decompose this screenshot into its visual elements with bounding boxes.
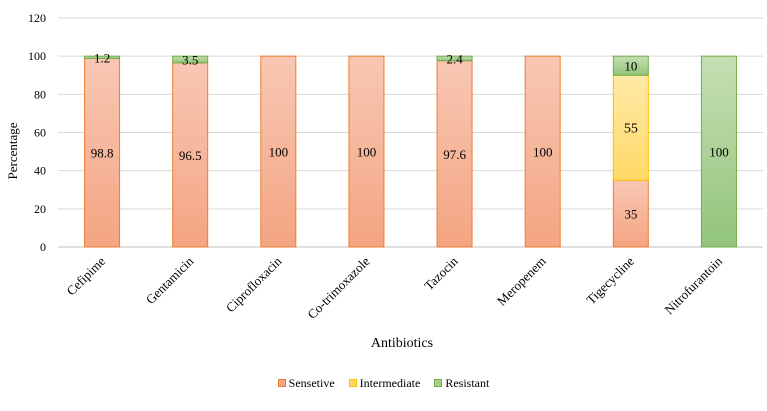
data-label: 1.2: [94, 50, 110, 65]
y-tick-label: 120: [28, 11, 46, 25]
bar-segment-sensetive: [524, 55, 561, 248]
data-label: 100: [357, 145, 377, 160]
legend-swatch-sensetive: [277, 379, 286, 387]
data-label: 98.8: [91, 146, 114, 161]
bar-segment-sensetive: [348, 55, 385, 248]
x-tick-label: Cefipime: [63, 253, 108, 298]
x-tick-label: Tazocin: [421, 253, 461, 293]
data-label: 100: [533, 145, 553, 160]
data-labels: 98.8 1.2 96.5 3.5 100 100 97.6 2.4 100 35 55 10 100: [91, 50, 729, 221]
data-label: 10: [624, 59, 637, 74]
bars: [84, 55, 737, 248]
legend-item-resistant: Resistant: [434, 375, 489, 391]
x-tick-label: Ciprofloxacin: [223, 253, 285, 315]
bar-segment-sensetive: [260, 55, 297, 248]
legend-item-sensetive: Sensetive: [277, 375, 335, 391]
data-label: 96.5: [179, 148, 202, 163]
y-axis-ticks: 0 20 40 60 80 100 120: [28, 11, 46, 254]
bar-segment-sensetive: [612, 179, 649, 248]
bar-segment-resistant: [612, 55, 649, 76]
y-tick-label: 60: [34, 126, 46, 140]
legend-item-intermediate: Intermediate: [348, 375, 421, 391]
data-label: 2.4: [446, 51, 463, 66]
data-label: 100: [709, 145, 729, 160]
legend-label-resistant: Resistant: [445, 376, 490, 390]
data-label: 3.5: [182, 53, 198, 68]
bar-segment-resistant: [172, 55, 209, 64]
legend-label-sensetive: Sensetive: [288, 376, 335, 390]
legend-swatch-resistant: [434, 379, 443, 387]
bar-segment-sensetive: [172, 62, 209, 248]
data-label: 55: [624, 122, 638, 137]
x-tick-label: Nitrofurantoin: [661, 253, 725, 317]
bar-segment-intermediate: [612, 74, 649, 181]
y-tick-label: 40: [34, 164, 46, 178]
bar-segment-resistant: [700, 55, 737, 248]
x-tick-label: Tigecycline: [583, 253, 637, 307]
data-label: 97.6: [443, 147, 466, 162]
x-tick-label: Co-trimoxazole: [304, 253, 372, 321]
bar-segment-resistant: [436, 55, 473, 62]
legend-label-intermediate: Intermediate: [359, 376, 421, 390]
x-tick-label: Meropenem: [494, 254, 549, 309]
bar-segment-sensetive: [436, 60, 473, 248]
x-tick-label: Gentamicin: [143, 253, 197, 307]
y-tick-label: 0: [40, 240, 46, 254]
y-tick-label: 80: [34, 87, 46, 101]
legend-swatch-intermediate: [348, 379, 357, 387]
y-axis-title: Percentage: [5, 122, 20, 179]
x-axis-title: Antibiotics: [371, 336, 433, 351]
y-tick-label: 100: [28, 49, 46, 63]
bar-segment-sensetive: [84, 57, 121, 248]
bar-segment-resistant: [84, 55, 121, 59]
data-label: 100: [269, 145, 289, 160]
y-tick-label: 20: [34, 202, 46, 216]
legend: Sensetive Intermediate Resistant: [0, 375, 767, 391]
gridlines: [58, 17, 763, 248]
data-label: 35: [624, 207, 637, 222]
x-axis-ticks: Cefipime Gentamicin Ciprofloxacin Co-trimox…: [63, 253, 725, 322]
